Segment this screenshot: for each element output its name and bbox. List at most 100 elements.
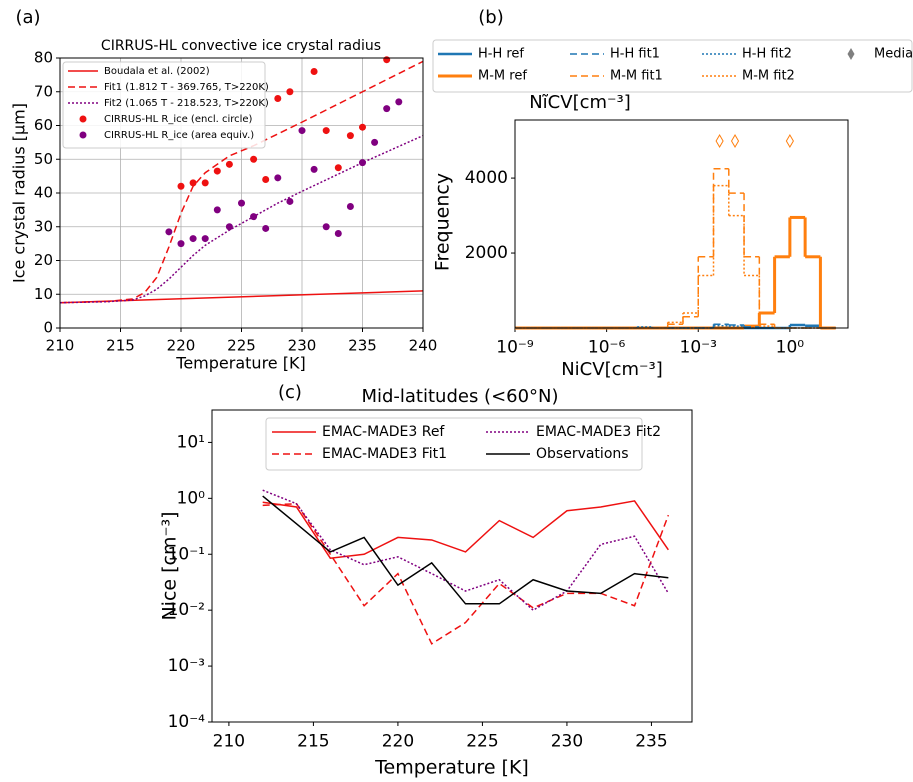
data-point bbox=[262, 176, 270, 183]
legend-label: Fit1 (1.812 T - 369.765, T>220K) bbox=[104, 82, 269, 93]
legend-label: EMAC-MADE3 Ref bbox=[322, 424, 445, 440]
x-tick-label: 215 bbox=[106, 336, 135, 354]
y-axis-label: Ice crystal radius [μm] bbox=[10, 103, 29, 283]
data-point bbox=[238, 199, 245, 207]
legend-label: M-M fit1 bbox=[610, 69, 663, 84]
data-point bbox=[213, 206, 221, 214]
y-tick-label: 20 bbox=[34, 251, 53, 269]
x-tick-label: 220 bbox=[382, 731, 414, 751]
y-tick-label: 10 bbox=[34, 285, 53, 303]
data-point bbox=[383, 105, 391, 113]
data-point bbox=[286, 88, 294, 96]
panel-label: (b) bbox=[478, 7, 503, 28]
data-point bbox=[250, 213, 258, 221]
data-point bbox=[165, 228, 173, 236]
axes-frame bbox=[211, 409, 693, 723]
x-tick-label: 10⁻⁹ bbox=[496, 337, 534, 357]
y-tick-label: 10¹ bbox=[177, 432, 205, 452]
panel-label: (a) bbox=[15, 7, 40, 28]
legend-label: EMAC-MADE3 Fit1 bbox=[322, 446, 447, 462]
legend-marker bbox=[79, 131, 87, 139]
data-point bbox=[274, 95, 282, 102]
x-tick-label: 215 bbox=[297, 731, 329, 751]
data-point bbox=[310, 68, 318, 75]
legend-box bbox=[62, 61, 266, 149]
y-tick-label: 10⁻² bbox=[168, 600, 205, 620]
legend-label: CIRRUS-HL R_ice (encl. circle) bbox=[104, 114, 253, 125]
y-tick-label: 10⁻³ bbox=[168, 656, 205, 676]
legend-box bbox=[432, 39, 913, 93]
x-axis-label: Temperature [K] bbox=[374, 757, 529, 779]
legend-label: EMAC-MADE3 Fit2 bbox=[536, 424, 661, 440]
legend-label: Boudala et al. (2002) bbox=[104, 66, 210, 77]
y-tick-label: 30 bbox=[34, 217, 53, 235]
data-point bbox=[322, 223, 330, 231]
data-point bbox=[286, 197, 294, 205]
data-point bbox=[262, 224, 270, 232]
y-tick-label: 10⁻¹ bbox=[168, 544, 205, 564]
y-tick-label: 0 bbox=[43, 319, 53, 337]
y-tick-label: 50 bbox=[34, 150, 53, 168]
y-tick-label: 10⁰ bbox=[177, 488, 206, 508]
x-tick-label: 10⁰ bbox=[776, 337, 805, 357]
data-point bbox=[395, 98, 403, 106]
data-point bbox=[298, 127, 306, 135]
y-axis-label: Nice [cm⁻³] bbox=[159, 511, 181, 620]
x-tick-label: 230 bbox=[551, 731, 583, 751]
x-tick-label: 10⁻³ bbox=[680, 337, 717, 357]
median-marker bbox=[730, 134, 740, 148]
legend-marker bbox=[79, 115, 87, 123]
data-point bbox=[189, 235, 197, 243]
data-point bbox=[201, 235, 209, 243]
data-point bbox=[225, 223, 233, 231]
data-point bbox=[201, 179, 209, 187]
data-line bbox=[262, 500, 669, 559]
chart-title: CIRRUS-HL convective ice crystal radius bbox=[101, 38, 381, 54]
x2-axis-label: NĩCV[cm⁻³] bbox=[529, 92, 631, 113]
x-tick-label: 235 bbox=[635, 731, 667, 751]
y-tick-label: 2000 bbox=[465, 243, 508, 263]
legend-label: M-M ref bbox=[478, 69, 527, 84]
y-tick-label: 4000 bbox=[465, 168, 508, 188]
x-tick-label: 240 bbox=[409, 336, 438, 354]
data-line bbox=[59, 134, 424, 304]
median-marker bbox=[715, 134, 724, 148]
axes-frame bbox=[59, 57, 424, 329]
x-axis-label: NiCV[cm⁻³] bbox=[561, 359, 663, 380]
data-point bbox=[250, 155, 258, 163]
data-line bbox=[262, 489, 669, 612]
x-tick-label: 10⁻⁶ bbox=[588, 337, 626, 357]
legend-marker bbox=[847, 48, 855, 60]
y-axis-label: Frequency bbox=[432, 173, 454, 271]
data-point bbox=[274, 174, 282, 182]
data-point bbox=[334, 230, 342, 237]
legend-label: H-H fit1 bbox=[610, 47, 660, 62]
panel-label: (c) bbox=[278, 382, 302, 403]
data-line bbox=[262, 502, 670, 645]
legend-label: H-H fit2 bbox=[742, 47, 792, 62]
x-tick-label: 235 bbox=[348, 336, 377, 354]
y-tick-label: 10⁻⁴ bbox=[168, 712, 206, 732]
data-point bbox=[177, 240, 185, 248]
legend-label: Fit2 (1.065 T - 218.523, T>220K) bbox=[104, 98, 269, 109]
x-tick-label: 230 bbox=[288, 336, 317, 354]
legend-label: Observations bbox=[536, 446, 629, 462]
data-point bbox=[371, 138, 379, 146]
x-tick-label: 220 bbox=[167, 336, 196, 354]
median-marker bbox=[785, 134, 794, 148]
data-point bbox=[359, 123, 366, 131]
legend-label: CIRRUS-HL R_ice (area equiv.) bbox=[104, 130, 254, 141]
data-point bbox=[310, 165, 318, 173]
y-tick-label: 60 bbox=[34, 116, 53, 134]
y-tick-label: 80 bbox=[34, 49, 53, 67]
data-point bbox=[383, 56, 391, 64]
x-tick-label: 210 bbox=[46, 336, 75, 354]
data-point bbox=[177, 182, 185, 190]
x-tick-label: 210 bbox=[213, 731, 245, 751]
data-point bbox=[359, 159, 366, 167]
axes-frame bbox=[514, 119, 849, 329]
data-point bbox=[346, 132, 354, 140]
data-point bbox=[213, 167, 221, 175]
data-point bbox=[346, 203, 354, 210]
